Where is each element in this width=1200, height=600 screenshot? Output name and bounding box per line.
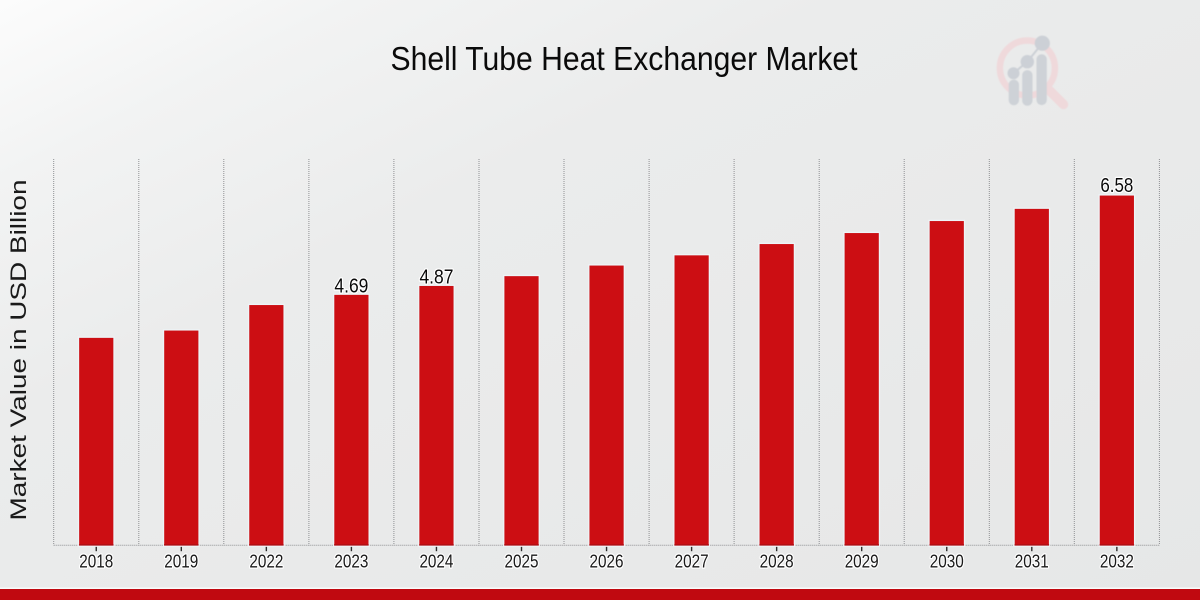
svg-text:2030: 2030 — [930, 551, 964, 572]
svg-text:6.58: 6.58 — [1100, 174, 1133, 197]
svg-text:4.87: 4.87 — [419, 266, 453, 289]
svg-text:2018: 2018 — [79, 551, 113, 572]
svg-text:2027: 2027 — [675, 551, 709, 572]
svg-text:Market Value in USD Billion: Market Value in USD Billion — [6, 180, 31, 521]
svg-text:2023: 2023 — [334, 551, 368, 572]
svg-text:Shell Tube Heat Exchanger Mark: Shell Tube Heat Exchanger Market — [391, 41, 859, 78]
svg-text:2024: 2024 — [419, 551, 453, 572]
svg-text:2022: 2022 — [249, 551, 283, 572]
svg-text:2026: 2026 — [590, 551, 624, 572]
svg-text:2032: 2032 — [1100, 551, 1134, 572]
svg-text:4.69: 4.69 — [334, 274, 368, 297]
svg-text:2025: 2025 — [505, 551, 539, 572]
svg-text:2019: 2019 — [164, 551, 198, 572]
svg-text:2028: 2028 — [760, 551, 794, 572]
svg-text:2031: 2031 — [1015, 551, 1049, 572]
svg-text:2029: 2029 — [845, 551, 879, 572]
